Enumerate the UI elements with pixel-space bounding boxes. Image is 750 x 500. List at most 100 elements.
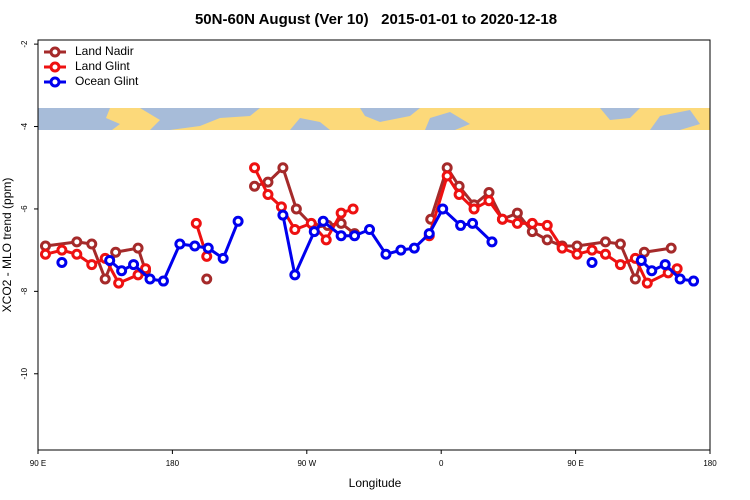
series-point: [249, 180, 261, 192]
series-point: [132, 242, 144, 254]
series-point: [541, 219, 553, 231]
series-point: [526, 217, 538, 229]
legend-marker: [49, 76, 61, 88]
series-point: [277, 162, 289, 174]
x-tick-label: 90 E: [567, 459, 583, 468]
series-point: [671, 263, 683, 275]
series-point: [688, 275, 700, 287]
chart-title: 50N-60N August (Ver 10) 2015-01-01 to 20…: [195, 11, 557, 28]
series-point: [39, 248, 51, 260]
series-point: [86, 259, 98, 271]
series-point: [556, 242, 568, 254]
series-point: [335, 207, 347, 219]
x-tick-label: 0: [439, 459, 444, 468]
series-point: [511, 207, 523, 219]
series-point: [190, 217, 202, 229]
series-point: [635, 254, 647, 266]
series-point: [320, 234, 332, 246]
series-point: [104, 254, 116, 266]
series-point: [455, 219, 467, 231]
series-point: [641, 277, 653, 289]
series-point: [289, 224, 301, 236]
series-point: [157, 275, 169, 287]
series-point: [349, 230, 361, 242]
legend-label: Ocean Glint: [75, 74, 139, 88]
series-line: [45, 167, 678, 286]
series-point: [99, 273, 111, 285]
series-point: [128, 259, 140, 271]
series-point: [290, 203, 302, 215]
y-tick-label: -2: [20, 40, 29, 48]
plot-frame: [37, 39, 711, 451]
series-point: [586, 257, 598, 269]
map-strip: [38, 108, 710, 130]
legend-marker: [49, 61, 61, 73]
series-point: [335, 217, 347, 229]
series-point: [277, 209, 289, 221]
series-point: [116, 265, 128, 277]
series-point: [483, 195, 495, 207]
y-tick-label: -10: [20, 367, 29, 379]
y-tick-label: -6: [20, 205, 29, 213]
series-point: [201, 273, 213, 285]
series-point: [262, 189, 274, 201]
series-point: [110, 246, 122, 258]
series-point: [232, 215, 244, 227]
series-point: [659, 259, 671, 271]
series-point: [441, 170, 453, 182]
series-point: [202, 242, 214, 254]
series-point: [71, 248, 83, 260]
series-point: [437, 203, 449, 215]
series-point: [486, 236, 498, 248]
series-point: [364, 224, 376, 236]
series-point: [140, 263, 152, 275]
series-point: [56, 257, 68, 269]
series-point: [317, 215, 329, 227]
series-point: [646, 265, 658, 277]
series-point: [541, 234, 553, 246]
x-tick-label: 180: [166, 459, 180, 468]
series-line: [45, 164, 672, 284]
series-point: [189, 240, 201, 252]
x-tick-label: 90 E: [30, 459, 46, 468]
series-point: [395, 244, 407, 256]
series-point: [496, 213, 508, 225]
series-point: [408, 242, 420, 254]
series-point: [335, 230, 347, 242]
series-point: [289, 269, 301, 281]
series-point: [113, 277, 125, 289]
series-point: [86, 238, 98, 250]
series-point: [262, 176, 274, 188]
series-point: [308, 226, 320, 238]
x-tick-label: 90 W: [297, 459, 316, 468]
series-point: [511, 217, 523, 229]
series-point: [571, 248, 583, 260]
series-point: [599, 236, 611, 248]
y-axis-label: XCO2 - MLO trend (ppm): [0, 178, 14, 313]
legend-marker: [49, 46, 61, 58]
legend-label: Land Glint: [75, 59, 130, 73]
series-point: [453, 189, 465, 201]
series-point: [467, 217, 479, 229]
series-point: [423, 228, 435, 240]
series-point: [599, 248, 611, 260]
series-point: [347, 203, 359, 215]
series-point: [71, 236, 83, 248]
series-point: [144, 273, 156, 285]
series-point: [614, 238, 626, 250]
series-point: [275, 201, 287, 213]
y-tick-label: -4: [20, 122, 29, 130]
legend-label: Land Nadir: [75, 44, 134, 58]
series-point: [665, 242, 677, 254]
series-point: [674, 273, 686, 285]
series-point: [56, 244, 68, 256]
series-point: [249, 162, 261, 174]
series-point: [132, 269, 144, 281]
series-point: [629, 273, 641, 285]
series-point: [586, 244, 598, 256]
series-point: [174, 238, 186, 250]
y-tick-label: -8: [20, 287, 29, 295]
series-point: [201, 250, 213, 262]
series-point: [468, 203, 480, 215]
